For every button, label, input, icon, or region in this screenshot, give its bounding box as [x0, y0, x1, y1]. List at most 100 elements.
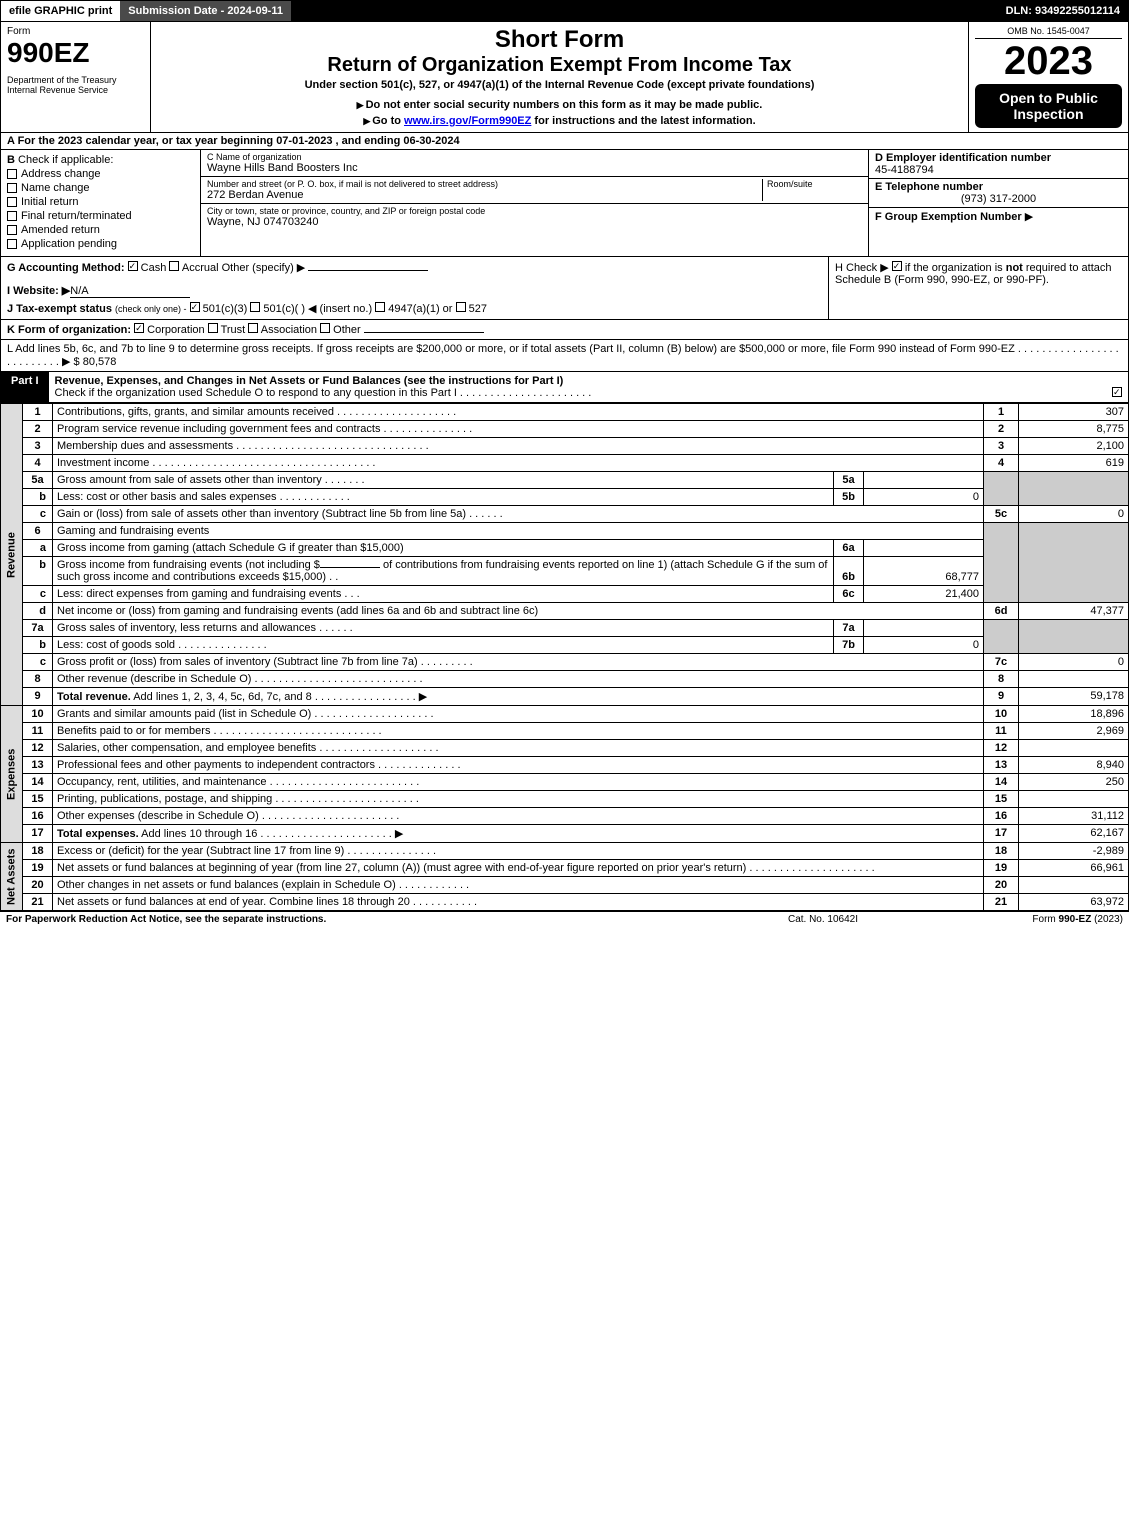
line-desc: Gross income from fundraising events (no… [53, 557, 834, 586]
line-desc: Benefits paid to or for members . . . . … [53, 723, 984, 740]
chk-527[interactable] [456, 302, 466, 312]
j-o2: 501(c)( ) ◀ (insert no.) [263, 303, 372, 315]
chk-501c3[interactable] [190, 302, 200, 312]
line-ref: 12 [984, 740, 1019, 757]
line-desc: Less: cost or other basis and sales expe… [53, 489, 834, 506]
k-label: K Form of organization: [7, 324, 131, 336]
line-val: 0 [1019, 654, 1129, 671]
part1-check-line: Check if the organization used Schedule … [55, 387, 457, 399]
city-row: City or town, state or province, country… [201, 204, 868, 230]
inner-val [864, 540, 984, 557]
line-10: Expenses 10 Grants and similar amounts p… [1, 706, 1129, 723]
line-num: d [23, 603, 53, 620]
line-val: 250 [1019, 774, 1129, 791]
line-desc: Net assets or fund balances at beginning… [53, 860, 984, 877]
line-num: c [23, 586, 53, 603]
line-val: 307 [1019, 404, 1129, 421]
gray-cell [1019, 523, 1129, 603]
line-20: 20 Other changes in net assets or fund b… [1, 877, 1129, 894]
line-num: 7a [23, 620, 53, 637]
line-num: c [23, 654, 53, 671]
line-14: 14 Occupancy, rent, utilities, and maint… [1, 774, 1129, 791]
line-num: 1 [23, 404, 53, 421]
footer-right: Form 990-EZ (2023) [923, 914, 1123, 925]
goto-line: Go to www.irs.gov/Form990EZ for instruct… [157, 115, 962, 127]
tax-year: 2023 [975, 39, 1122, 84]
f-group: F Group Exemption Number ▶ [869, 208, 1128, 225]
chk-label: Amended return [21, 224, 100, 236]
col-h: H Check ▶ if the organization is not req… [828, 257, 1128, 319]
chk-cash[interactable] [128, 261, 138, 271]
line-num: 11 [23, 723, 53, 740]
line-ref: 14 [984, 774, 1019, 791]
footer-center: Cat. No. 10642I [723, 914, 923, 925]
revenue-vlabel: Revenue [1, 404, 23, 706]
chk-other-org[interactable] [320, 323, 330, 333]
line-num: 17 [23, 825, 53, 843]
chk-address-change[interactable]: Address change [7, 168, 194, 180]
chk-final-return[interactable]: Final return/terminated [7, 210, 194, 222]
short-form-title: Short Form [157, 26, 962, 54]
line-ref: 11 [984, 723, 1019, 740]
line-num: 8 [23, 671, 53, 688]
line-8: 8 Other revenue (describe in Schedule O)… [1, 671, 1129, 688]
line-num: 9 [23, 688, 53, 706]
subtitle: Under section 501(c), 527, or 4947(a)(1)… [157, 79, 962, 91]
b-letter: B [7, 154, 15, 166]
line-ref: 7c [984, 654, 1019, 671]
chk-association[interactable] [248, 323, 258, 333]
efile-print[interactable]: efile GRAPHIC print [1, 1, 120, 21]
chk-trust[interactable] [208, 323, 218, 333]
footer-left: For Paperwork Reduction Act Notice, see … [6, 914, 723, 925]
b-label: B Check if applicable: [7, 154, 194, 166]
chk-501c[interactable] [250, 302, 260, 312]
dln: DLN: 93492255012114 [998, 1, 1128, 21]
chk-4947[interactable] [375, 302, 385, 312]
line-17: 17 Total expenses. Add lines 10 through … [1, 825, 1129, 843]
other-input[interactable] [308, 270, 428, 271]
line-val: 66,961 [1019, 860, 1129, 877]
chk-schedule-b[interactable] [892, 261, 902, 271]
line-ref: 9 [984, 688, 1019, 706]
line-num: 14 [23, 774, 53, 791]
chk-schedule-o[interactable] [1112, 387, 1122, 397]
accounting-method: G Accounting Method: Cash Accrual Other … [7, 261, 822, 274]
h-text1: H Check ▶ [835, 262, 889, 274]
city: Wayne, NJ 074703240 [207, 216, 862, 228]
chk-name-change[interactable]: Name change [7, 182, 194, 194]
row-l: L Add lines 5b, 6c, and 7b to line 9 to … [0, 340, 1129, 372]
chk-amended-return[interactable]: Amended return [7, 224, 194, 236]
line-6d: d Net income or (loss) from gaming and f… [1, 603, 1129, 620]
checkbox-icon [7, 211, 17, 221]
other-org-input[interactable] [364, 332, 484, 333]
line-num: 10 [23, 706, 53, 723]
k-o2: Trust [221, 324, 246, 336]
line-val: 619 [1019, 455, 1129, 472]
line-num: 12 [23, 740, 53, 757]
line-desc: Grants and similar amounts paid (list in… [53, 706, 984, 723]
line-val: 63,972 [1019, 894, 1129, 911]
line-ref: 1 [984, 404, 1019, 421]
street-row: Number and street (or P. O. box, if mail… [201, 177, 868, 204]
line-7a: 7a Gross sales of inventory, less return… [1, 620, 1129, 637]
line-7b: b Less: cost of goods sold . . . . . . .… [1, 637, 1129, 654]
checkbox-icon [7, 169, 17, 179]
line-desc: Gross sales of inventory, less returns a… [53, 620, 834, 637]
irs-link[interactable]: www.irs.gov/Form990EZ [404, 115, 531, 127]
chk-initial-return[interactable]: Initial return [7, 196, 194, 208]
line-desc: Gross income from gaming (attach Schedul… [53, 540, 834, 557]
line-6a: a Gross income from gaming (attach Sched… [1, 540, 1129, 557]
line-num: b [23, 557, 53, 586]
header-left: Form 990EZ Department of the Treasury In… [1, 22, 151, 132]
checkbox-icon [7, 197, 17, 207]
chk-corporation[interactable] [134, 323, 144, 333]
line-ref: 17 [984, 825, 1019, 843]
chk-accrual[interactable] [169, 261, 179, 271]
top-bar: efile GRAPHIC print Submission Date - 20… [0, 0, 1129, 22]
phone: (973) 317-2000 [875, 193, 1122, 205]
d-ein: D Employer identification number 45-4188… [869, 150, 1128, 179]
line-desc: Net income or (loss) from gaming and fun… [53, 603, 984, 620]
line-12: 12 Salaries, other compensation, and emp… [1, 740, 1129, 757]
chk-label: Application pending [21, 238, 117, 250]
chk-application-pending[interactable]: Application pending [7, 238, 194, 250]
